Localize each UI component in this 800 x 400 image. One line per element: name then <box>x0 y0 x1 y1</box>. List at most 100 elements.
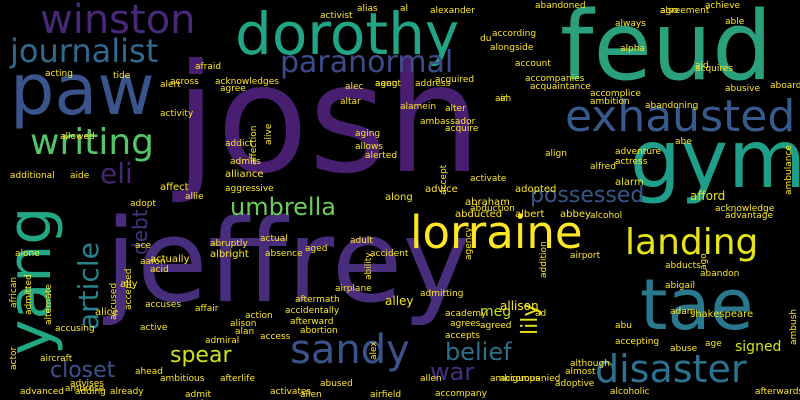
word: across <box>170 77 199 87</box>
word: aaron <box>140 257 166 267</box>
word: admit <box>185 390 212 400</box>
word: ace <box>135 241 152 251</box>
word: ambulance <box>784 145 794 195</box>
word: umbrella <box>230 193 336 221</box>
word: alley <box>385 294 414 308</box>
word: accused <box>109 282 119 320</box>
word: disaster <box>595 347 747 391</box>
word: account <box>515 59 551 69</box>
word: alec <box>345 82 364 92</box>
word: war <box>430 358 475 386</box>
word: allen <box>420 374 442 384</box>
word: admitting <box>420 289 464 299</box>
word: acid <box>150 265 169 275</box>
word: absence <box>265 249 303 259</box>
word: abbey <box>560 209 591 220</box>
word: jeffrey <box>105 195 471 329</box>
word: agree <box>220 84 246 94</box>
word: alison <box>230 319 257 329</box>
word: accepted <box>124 268 134 310</box>
word: almost <box>565 367 596 377</box>
word: accompanies <box>525 74 585 84</box>
word: admitted <box>24 274 34 315</box>
word: acquired <box>435 75 475 85</box>
word: afford <box>690 189 726 203</box>
word: abigail <box>665 281 695 291</box>
word: acknowledges <box>215 77 279 87</box>
word: ambitious <box>160 374 205 384</box>
word: alone <box>15 249 40 259</box>
word: agreement <box>660 6 710 16</box>
word: abandoning <box>645 101 699 111</box>
word: accompany <box>435 389 487 399</box>
word: activity <box>160 109 194 119</box>
word: also <box>660 6 679 16</box>
word: paranormal <box>280 45 454 80</box>
word: advises <box>70 379 104 389</box>
word: adding <box>75 387 106 397</box>
word: active <box>140 323 168 333</box>
word: du <box>480 34 492 44</box>
word: tae <box>640 264 754 346</box>
word: airport <box>570 251 601 261</box>
word: affection <box>249 125 259 165</box>
word: ahead <box>135 367 163 377</box>
word: accepts <box>445 331 480 341</box>
word: airfield <box>370 390 402 400</box>
word: accidentally <box>285 306 340 316</box>
word: adoptive <box>555 379 595 389</box>
word: adventure <box>615 147 662 157</box>
word: ability <box>364 252 374 280</box>
word: acquire <box>445 124 479 134</box>
word: aging <box>355 129 381 139</box>
word: albert <box>515 209 545 220</box>
word: agent <box>375 79 401 89</box>
word: alice <box>95 307 119 318</box>
word: admits <box>230 157 261 167</box>
word: align <box>545 149 567 159</box>
word: according <box>492 29 537 39</box>
word: abraham <box>465 197 510 208</box>
word: alamein <box>400 102 437 112</box>
word: albright <box>210 249 249 260</box>
word: afterwards <box>755 387 800 397</box>
word: address <box>415 79 451 89</box>
word: feud <box>560 0 773 102</box>
word: closet <box>50 358 116 383</box>
word: allen <box>300 390 322 400</box>
word: alpha <box>620 44 645 54</box>
word: along <box>385 192 413 203</box>
word: although <box>570 359 610 369</box>
word: advanced <box>20 387 64 397</box>
word: alarm <box>615 177 644 188</box>
word: abusive <box>725 84 760 94</box>
word: altar <box>340 97 361 107</box>
word: al <box>400 4 409 14</box>
word: aftermath <box>295 295 340 305</box>
word: ambush <box>789 308 799 345</box>
word: allowed <box>60 132 95 142</box>
word: ad <box>535 309 547 319</box>
word: abandoned <box>535 1 586 11</box>
word: dorothy <box>235 0 460 68</box>
word: josh <box>175 33 482 207</box>
word: aid <box>695 61 709 71</box>
word: aged <box>305 244 328 254</box>
word: shakespeare <box>690 309 754 320</box>
word: acquires <box>695 64 734 74</box>
word: alcoholic <box>610 387 650 397</box>
word: meg <box>480 304 512 320</box>
word: ah <box>500 94 512 104</box>
word: always <box>615 19 646 29</box>
word: landing <box>625 222 759 263</box>
word: ambrose <box>65 384 105 394</box>
word: alan <box>235 327 255 337</box>
word: air <box>495 94 507 104</box>
word: allie <box>185 192 204 202</box>
word: alliance <box>225 169 264 180</box>
word: alerted <box>365 151 398 161</box>
word: afterward <box>290 317 334 327</box>
word: ambition <box>590 97 630 107</box>
word: acting <box>45 69 73 79</box>
